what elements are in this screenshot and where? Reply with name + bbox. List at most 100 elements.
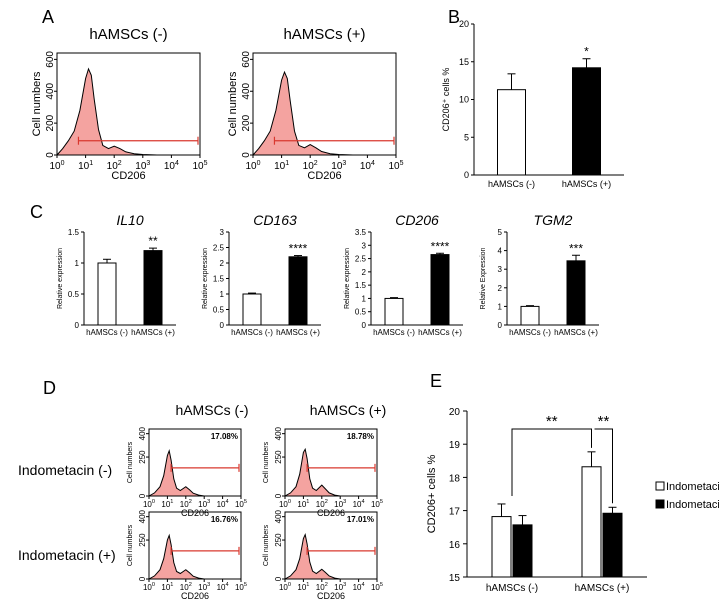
a-right-xtick-label-5: 105: [388, 160, 403, 172]
d-plot-1-ylabel: Cell numbers: [127, 441, 134, 483]
e-ytick-label-0: 15: [449, 573, 461, 584]
c1-ytick-label-0: 0: [75, 321, 80, 330]
e-bracket-2: [594, 428, 613, 504]
a-left-ytick-label-1: 200: [45, 114, 56, 131]
d-plot-3-xtick-label-0: 100: [143, 582, 155, 592]
d-plot-1-gate-percent: 17.08%: [211, 432, 238, 441]
c3-bar-1: [430, 254, 450, 326]
c2-ytick-label-4: 2: [220, 259, 225, 268]
d-plot-4-histogram: [283, 533, 377, 580]
e-legend-label-1: Indometacin (+): [666, 499, 719, 511]
c1-ytick-label-1: 0.5: [68, 290, 80, 299]
d-plot-4-ytick-label-0: 0: [274, 576, 283, 581]
c3-ylabel: Relative expression: [344, 248, 351, 309]
d-plot-1-xlabel: CD206: [181, 508, 209, 518]
d-plot-1-ytick-label-2: 400: [138, 426, 147, 440]
d-plot-1-xtick-label-3: 103: [198, 499, 210, 509]
a-right-ytick-label-1: 200: [241, 114, 252, 131]
a-right-xtick-label-1: 101: [274, 160, 289, 172]
c4-ytick-label-4: 4: [498, 247, 503, 256]
panel-label-c: C: [30, 202, 43, 222]
d-plot-1-xtick-label-2: 102: [180, 499, 192, 509]
d-plot-3-xtick-label-1: 101: [161, 582, 173, 592]
e-ytick-label-5: 20: [449, 407, 461, 418]
c2-title: CD163: [253, 212, 297, 228]
d-plot-3-ytick-label-0: 0: [138, 576, 147, 581]
c3-ytick-label-3: 1.5: [355, 281, 367, 290]
a-left-xtick-label-1: 101: [78, 160, 93, 172]
d-plot-1-xtick-label-0: 100: [143, 499, 155, 509]
d-plot-2-ytick-label-2: 400: [274, 426, 283, 440]
d-row-label-minus: Indometacin (-): [18, 462, 112, 478]
c1-ytick-label-2: 1: [75, 259, 80, 268]
e-bar-0-0: [491, 516, 512, 578]
d-plot-4-xtick-label-4: 104: [353, 582, 365, 592]
a-left-ytick-label-0: 0: [45, 152, 56, 158]
c4-ytick-label-5: 5: [498, 228, 503, 237]
d-plot-2-xtick-label-5: 105: [371, 499, 383, 509]
e-legend-swatch-0: [655, 481, 665, 491]
c1-ylabel: Relative expression: [57, 248, 64, 309]
c3-category-1: hAMSCs (+): [418, 328, 462, 337]
e-bracket-2-label: **: [598, 413, 610, 430]
e-ylabel: CD206+ cells %: [426, 455, 438, 534]
d-plot-1-ytick-label-1: 250: [138, 450, 147, 464]
c4-ytick-label-2: 2: [498, 284, 503, 293]
b-ytick-label-2: 10: [459, 95, 469, 105]
e-ytick-label-2: 17: [449, 507, 461, 518]
b-ytick-label-0: 0: [464, 170, 469, 180]
d-plot-4-gate-percent: 17.01%: [347, 515, 374, 524]
c3-ytick-label-5: 2.5: [355, 255, 367, 264]
a-left-xlabel: CD206: [111, 170, 145, 182]
d-plot-3-ytick-label-1: 250: [138, 533, 147, 547]
d-plot-1-ytick-label-0: 0: [138, 493, 147, 498]
c3-title: CD206: [395, 212, 439, 228]
c1-bar-0: [97, 262, 117, 326]
d-plot-3-xtick-label-2: 102: [180, 582, 192, 592]
panel-label-b: B: [448, 7, 460, 27]
c3-ytick-label-2: 1: [362, 294, 367, 303]
e-ytick-label-3: 18: [449, 473, 461, 484]
d-plot-2-ytick-label-0: 0: [274, 493, 283, 498]
d-plot-4-xtick-label-3: 103: [334, 582, 346, 592]
e-bar-0-1: [512, 524, 533, 578]
d-plot-2-ylabel: Cell numbers: [263, 441, 270, 483]
d-plot-2-xtick-label-1: 101: [297, 499, 309, 509]
d-plot-3-xtick-label-5: 105: [235, 582, 247, 592]
panel-label-e: E: [430, 371, 442, 391]
c2-ytick-label-5: 2.5: [213, 244, 225, 253]
c4-title: TGM2: [534, 212, 573, 228]
c4-bar-0: [520, 305, 540, 326]
c1-bar-1: [143, 250, 163, 326]
d-plot-3-group: 16.76% 100 101 102 103 104 105 0 250 400 CD206 Cell…: [127, 509, 247, 601]
d-plot-2-group: 18.78% 100 101 102 103 104 105 0 250 400 CD206 Cell…: [263, 426, 383, 518]
b-category-0: hAMSCs (-): [488, 179, 535, 189]
a-right-ylabel: Cell numbers: [227, 71, 239, 136]
c2-ytick-label-1: 0.5: [213, 306, 225, 315]
d-plot-4-ytick-label-2: 400: [274, 509, 283, 523]
a-left-ylabel: Cell numbers: [31, 71, 43, 136]
d-plot-2-xtick-label-0: 100: [279, 499, 291, 509]
c2-bar-0: [242, 293, 262, 326]
c1-category-0: hAMSCs (-): [86, 328, 128, 337]
c2-ytick-label-2: 1: [220, 290, 225, 299]
d-plot-1-xtick-label-5: 105: [235, 499, 247, 509]
d-plot-4-xlabel: CD206: [317, 591, 345, 601]
d-plot-3-xlabel: CD206: [181, 591, 209, 601]
b-significance-1: *: [584, 45, 589, 59]
d-plot-2-xtick-label-3: 103: [334, 499, 346, 509]
c3-ytick-label-1: 0.5: [355, 308, 367, 317]
a-right-xtick-label-4: 104: [360, 160, 375, 172]
d-plot-2-xlabel: CD206: [317, 508, 345, 518]
d-plot-3-ylabel: Cell numbers: [127, 524, 134, 566]
c4-category-1: hAMSCs (+): [554, 328, 598, 337]
e-category-1: hAMSCs (+): [575, 583, 630, 594]
a-right-title: hAMSCs (+): [283, 26, 365, 43]
d-plot-4-group: 17.01% 100 101 102 103 104 105 0 250 400 CD206 Cell…: [263, 509, 383, 601]
d-plot-3-xtick-label-3: 103: [198, 582, 210, 592]
b-ylabel: CD206⁺ cells %: [441, 68, 451, 132]
e-legend-swatch-1: [655, 499, 665, 509]
b-bar-1: [572, 67, 601, 176]
c4-group: 0 1 2 3 4 5 hAMSCs (-) *** hAMSCs (+) Relative Ex…: [480, 212, 599, 337]
